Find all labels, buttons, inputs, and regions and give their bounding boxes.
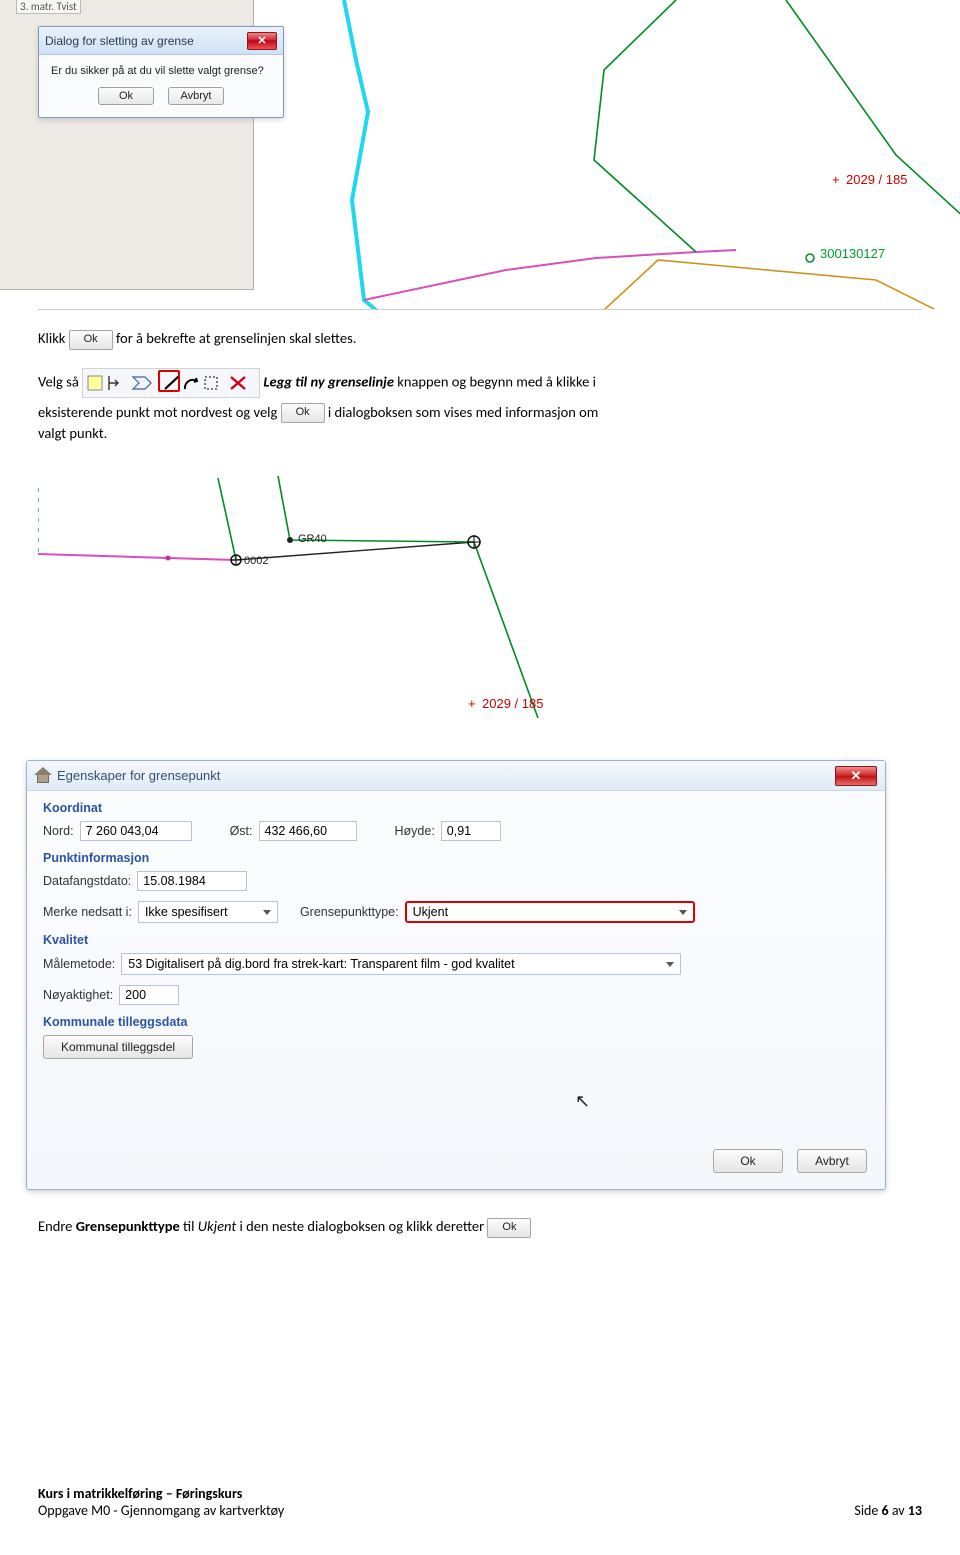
ok-button-inline[interactable]: Ok — [69, 330, 113, 350]
kommunal-button[interactable]: Kommunal tilleggsdel — [43, 1035, 193, 1059]
svg-text:0002: 0002 — [244, 555, 268, 567]
noy-field[interactable]: 200 — [119, 985, 179, 1005]
dialog-title: Dialog for sletting av grense — [45, 34, 247, 48]
ok-button-inline-2[interactable]: Ok — [281, 403, 325, 423]
gpt-select[interactable]: Ukjent — [405, 901, 695, 923]
map-canvas-1: + 2029 / 185 300130127 — [256, 0, 960, 309]
section-kommunale: Kommunale tilleggsdata — [43, 1015, 885, 1029]
instruction-1: Klikk Ok for å bekrefte at grenselinjen … — [38, 328, 922, 350]
svg-text:+: + — [468, 696, 476, 711]
dialog-message: Er du sikker på at du vil slette valgt g… — [51, 65, 271, 77]
figure-map-1: 3. matr. Tvist + 2029 / 185 300130127 Di… — [38, 0, 922, 310]
dialog-titlebar: Egenskaper for grensepunkt ✕ — [27, 761, 885, 791]
gpt-label: Grensepunkttype: — [300, 905, 399, 919]
close-icon[interactable]: ✕ — [835, 766, 877, 786]
svg-text:2029 / 185: 2029 / 185 — [846, 172, 907, 187]
figure-dialog-properties: Egenskaper for grensepunkt ✕ Koordinat N… — [38, 760, 922, 1190]
section-punktinfo: Punktinformasjon — [43, 851, 885, 865]
metode-select[interactable]: 53 Digitalisert på dig.bord fra strek-ka… — [121, 953, 681, 975]
dialog-titlebar: Dialog for sletting av grense ✕ — [39, 27, 283, 55]
nord-label: Nord: — [43, 824, 74, 838]
hoyde-label: Høyde: — [395, 824, 435, 838]
section-kvalitet: Kvalitet — [43, 933, 885, 947]
sidebar-tabs: 3. matr. Tvist — [16, 0, 81, 13]
metode-label: Målemetode: — [43, 957, 115, 971]
merke-label: Merke nedsatt i: — [43, 905, 132, 919]
close-icon[interactable]: ✕ — [247, 32, 277, 50]
hoyde-field[interactable]: 0,91 — [441, 821, 501, 841]
cursor-icon: ↖ — [575, 1091, 590, 1112]
instruction-2: Velg så Legg til ny grenselinje knappen … — [38, 368, 922, 398]
ost-label: Øst: — [230, 824, 253, 838]
ok-button[interactable]: Ok — [713, 1149, 783, 1173]
boundary-point-properties-dialog: Egenskaper for grensepunkt ✕ Koordinat N… — [26, 760, 886, 1190]
ok-button[interactable]: Ok — [98, 87, 154, 105]
noy-label: Nøyaktighet: — [43, 988, 113, 1002]
page-footer: Kurs i matrikkelføring – Føringskurs Opp… — [38, 1485, 922, 1519]
figure-map-2: 0002 GR40 + 2029 / 185 — [38, 468, 922, 718]
cancel-button[interactable]: Avbryt — [797, 1149, 867, 1173]
dato-label: Datafangstdato: — [43, 874, 131, 888]
dialog-title: Egenskaper for grensepunkt — [57, 768, 835, 783]
instruction-4: Endre Grensepunkttype til Ukjent i den n… — [38, 1216, 922, 1238]
delete-boundary-dialog: Dialog for sletting av grense ✕ Er du si… — [38, 26, 284, 118]
toolbar — [82, 368, 260, 398]
ost-field[interactable]: 432 466,60 — [259, 821, 357, 841]
merke-select[interactable]: Ikke spesifisert — [138, 901, 278, 923]
highlighted-tool — [158, 370, 180, 392]
tab-matr: 3. matr. Tvist — [16, 0, 81, 14]
instruction-3: eksisterende punkt mot nordvest og velg … — [38, 402, 922, 445]
house-icon — [35, 769, 51, 783]
svg-text:+: + — [832, 172, 840, 187]
cancel-button[interactable]: Avbryt — [168, 87, 224, 105]
svg-text:300130127: 300130127 — [820, 246, 885, 261]
svg-text:GR40: GR40 — [298, 533, 327, 545]
section-koordinat: Koordinat — [43, 801, 885, 815]
svg-text:2029 / 185: 2029 / 185 — [482, 696, 543, 711]
dato-field[interactable]: 15.08.1984 — [137, 871, 247, 891]
ok-button-inline-3[interactable]: Ok — [487, 1218, 531, 1238]
nord-field[interactable]: 7 260 043,04 — [80, 821, 192, 841]
